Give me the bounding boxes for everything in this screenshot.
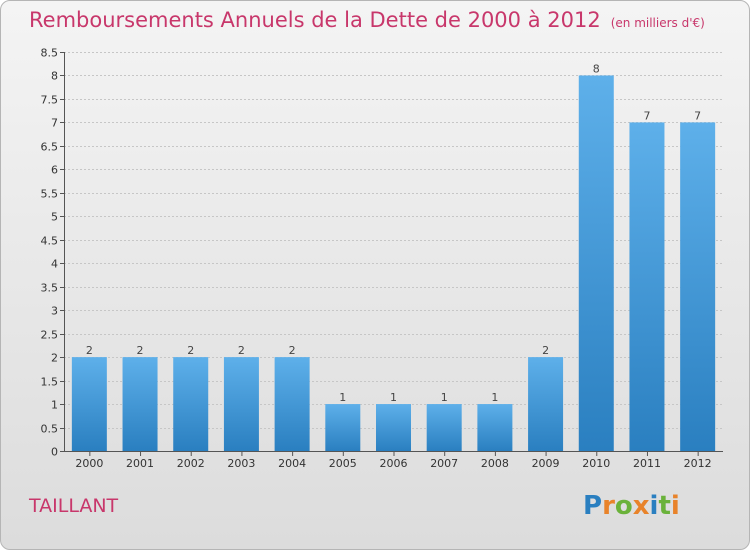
- y-tick-label: 6: [51, 164, 58, 177]
- y-tick-label: 1: [51, 399, 58, 412]
- y-tick-label: 3.5: [41, 282, 59, 295]
- logo-letter: i: [670, 491, 680, 521]
- logo-letter: r: [602, 491, 615, 521]
- logo-letter: t: [658, 491, 671, 521]
- x-tick-label: 2009: [532, 457, 560, 470]
- x-tick-label: 2012: [684, 457, 712, 470]
- bar-value-label: 2: [238, 344, 245, 357]
- bar-value-label: 1: [491, 391, 498, 404]
- bars: [71, 75, 716, 452]
- logo-letter: o: [614, 491, 633, 521]
- labels: 0 0.5 1 1.5 2 2.5 3 3.5 4 4.5 5 5.5 6 6.5 7 7.5 8 8.5 2000…: [41, 47, 712, 471]
- commune-name: TAILLANT: [29, 495, 119, 517]
- x-tick-label: 2007: [430, 457, 458, 470]
- bar-value-label: 7: [643, 109, 650, 122]
- y-tick-label: 8.5: [41, 47, 59, 60]
- proxiti-logo[interactable]: Proxiti: [583, 491, 680, 521]
- bar: [629, 122, 665, 451]
- y-tick-label: 7.5: [41, 94, 59, 107]
- bar-value-label: 2: [86, 344, 93, 357]
- y-tick-label: 4: [51, 258, 58, 271]
- x-tick-label: 2011: [633, 457, 661, 470]
- axes: [60, 52, 723, 456]
- y-tick-label: 7: [51, 117, 58, 130]
- y-tick-label: 0: [51, 446, 58, 459]
- chart-title-text: Remboursements Annuels de la Dette de 20…: [29, 8, 601, 32]
- bar: [122, 357, 158, 451]
- x-tick-label: 2010: [582, 457, 610, 470]
- logo-letter: P: [583, 491, 603, 521]
- bar-value-label: 2: [289, 344, 296, 357]
- x-tick-label: 2001: [126, 457, 154, 470]
- bar-value-label: 2: [542, 344, 549, 357]
- bar-value-label: 1: [441, 391, 448, 404]
- y-tick-label: 6.5: [41, 141, 59, 154]
- x-tick-label: 2002: [177, 457, 205, 470]
- x-tick-label: 2003: [227, 457, 255, 470]
- chart-unit: (en milliers d'€): [610, 16, 705, 30]
- bar-value-label: 8: [593, 62, 600, 75]
- y-tick-label: 5: [51, 211, 58, 224]
- bar: [223, 357, 259, 451]
- chart-title: Remboursements Annuels de la Dette de 20…: [29, 8, 705, 32]
- y-tick-label: 3: [51, 305, 58, 318]
- bar: [71, 357, 107, 451]
- bar-value-label: 7: [694, 109, 701, 122]
- bar-value-label: 2: [187, 344, 194, 357]
- bar: [173, 357, 209, 451]
- bar: [578, 75, 614, 452]
- bar-value-label: 1: [339, 391, 346, 404]
- y-tick-label: 0.5: [41, 423, 59, 436]
- y-tick-label: 8: [51, 70, 58, 83]
- x-tick-label: 2008: [481, 457, 509, 470]
- bar-value-label: 2: [137, 344, 144, 357]
- bar: [528, 357, 564, 451]
- bar: [426, 404, 462, 451]
- bar: [325, 404, 361, 451]
- y-tick-label: 5.5: [41, 188, 59, 201]
- grid-lines: [64, 52, 723, 429]
- y-tick-label: 4.5: [41, 235, 59, 248]
- logo-letter: i: [649, 491, 659, 521]
- y-tick-label: 1.5: [41, 376, 59, 389]
- bar: [274, 357, 310, 451]
- x-tick-label: 2006: [380, 457, 408, 470]
- y-tick-label: 2.5: [41, 329, 59, 342]
- bar-value-label: 1: [390, 391, 397, 404]
- y-tick-label: 2: [51, 352, 58, 365]
- x-tick-label: 2005: [329, 457, 357, 470]
- bar: [376, 404, 411, 451]
- bar: [477, 404, 513, 451]
- logo-letter: x: [632, 491, 650, 521]
- x-tick-label: 2004: [278, 457, 306, 470]
- x-tick-label: 2000: [75, 457, 103, 470]
- bar: [680, 122, 716, 451]
